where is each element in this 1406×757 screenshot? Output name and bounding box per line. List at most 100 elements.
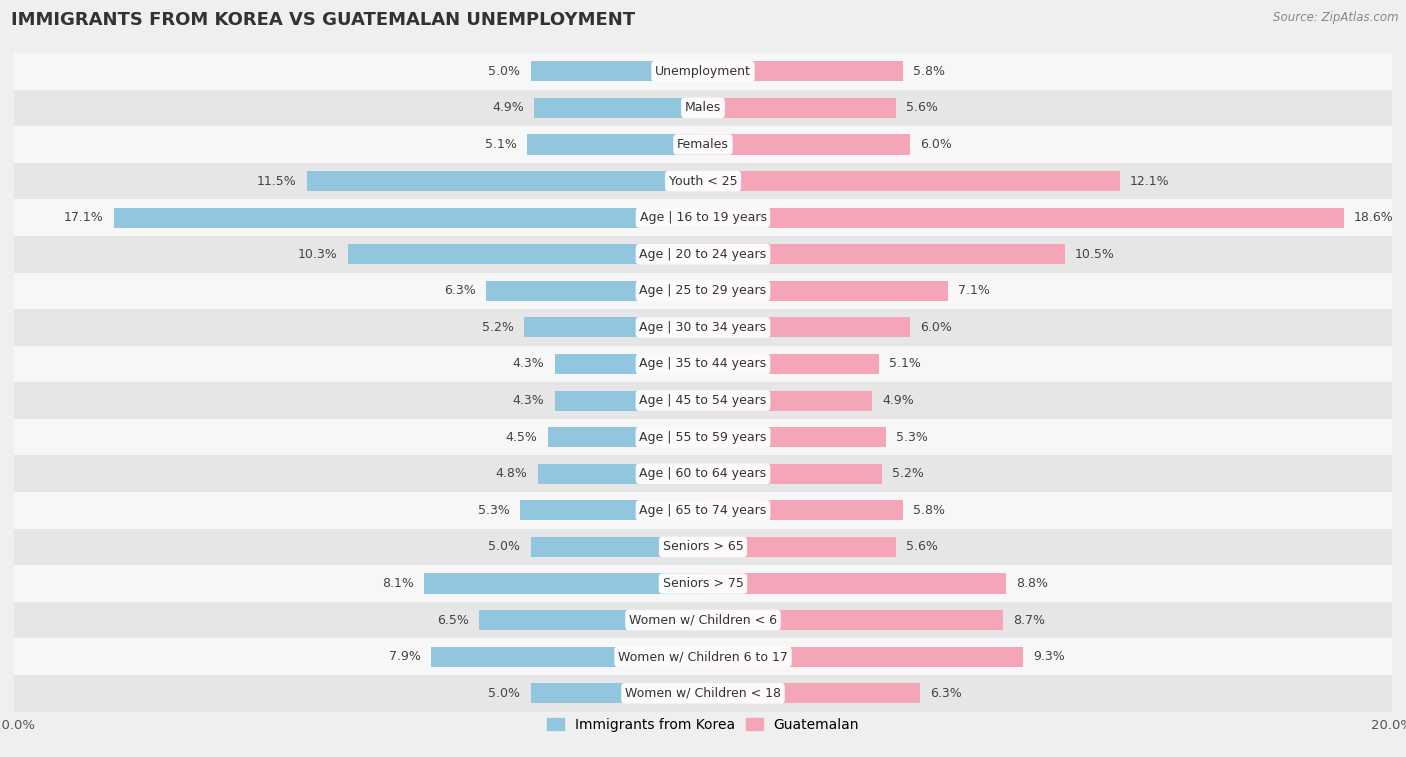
Text: Females: Females bbox=[678, 138, 728, 151]
Bar bbox=[703, 354, 879, 374]
Bar bbox=[703, 391, 872, 410]
Text: 7.9%: 7.9% bbox=[388, 650, 420, 663]
Bar bbox=[14, 199, 1392, 236]
Text: 18.6%: 18.6% bbox=[1354, 211, 1393, 224]
Text: 4.5%: 4.5% bbox=[506, 431, 537, 444]
Text: 9.3%: 9.3% bbox=[1033, 650, 1066, 663]
Text: 10.5%: 10.5% bbox=[1076, 248, 1115, 260]
Bar bbox=[703, 317, 910, 338]
Bar bbox=[703, 464, 882, 484]
Bar bbox=[703, 537, 896, 557]
Text: 6.5%: 6.5% bbox=[437, 614, 468, 627]
Text: Age | 25 to 29 years: Age | 25 to 29 years bbox=[640, 285, 766, 298]
Text: 12.1%: 12.1% bbox=[1130, 175, 1170, 188]
Bar bbox=[349, 245, 703, 264]
Bar bbox=[703, 61, 903, 81]
Text: 8.8%: 8.8% bbox=[1017, 577, 1049, 590]
Text: Age | 65 to 74 years: Age | 65 to 74 years bbox=[640, 504, 766, 517]
Text: Age | 30 to 34 years: Age | 30 to 34 years bbox=[640, 321, 766, 334]
Bar bbox=[531, 61, 703, 81]
Bar bbox=[555, 391, 703, 410]
Bar bbox=[14, 309, 1392, 346]
Bar bbox=[527, 135, 703, 154]
Text: Age | 55 to 59 years: Age | 55 to 59 years bbox=[640, 431, 766, 444]
Text: 5.3%: 5.3% bbox=[896, 431, 928, 444]
Bar bbox=[520, 500, 703, 520]
Bar bbox=[531, 684, 703, 703]
Bar bbox=[425, 574, 703, 593]
Bar bbox=[14, 163, 1392, 199]
Bar bbox=[14, 565, 1392, 602]
Text: 6.0%: 6.0% bbox=[920, 321, 952, 334]
Text: 8.7%: 8.7% bbox=[1012, 614, 1045, 627]
Text: 10.3%: 10.3% bbox=[298, 248, 337, 260]
Text: Seniors > 75: Seniors > 75 bbox=[662, 577, 744, 590]
Bar bbox=[703, 171, 1119, 191]
Bar bbox=[14, 419, 1392, 456]
Bar bbox=[703, 427, 886, 447]
Text: Women w/ Children < 18: Women w/ Children < 18 bbox=[626, 687, 780, 699]
Text: 11.5%: 11.5% bbox=[257, 175, 297, 188]
Bar bbox=[548, 427, 703, 447]
Text: 6.0%: 6.0% bbox=[920, 138, 952, 151]
Text: 6.3%: 6.3% bbox=[931, 687, 962, 699]
Bar bbox=[14, 456, 1392, 492]
Bar bbox=[703, 245, 1064, 264]
Text: Women w/ Children 6 to 17: Women w/ Children 6 to 17 bbox=[619, 650, 787, 663]
Bar bbox=[703, 646, 1024, 667]
Text: 5.1%: 5.1% bbox=[485, 138, 517, 151]
Text: Males: Males bbox=[685, 101, 721, 114]
Text: 7.1%: 7.1% bbox=[957, 285, 990, 298]
Bar bbox=[555, 354, 703, 374]
Text: 5.8%: 5.8% bbox=[912, 65, 945, 78]
Bar bbox=[703, 98, 896, 118]
Bar bbox=[537, 464, 703, 484]
Bar bbox=[14, 675, 1392, 712]
Bar bbox=[703, 610, 1002, 630]
Text: 5.1%: 5.1% bbox=[889, 357, 921, 370]
Bar bbox=[703, 135, 910, 154]
Bar bbox=[703, 207, 1344, 228]
Text: 4.9%: 4.9% bbox=[492, 101, 524, 114]
Bar bbox=[14, 53, 1392, 89]
Bar bbox=[14, 528, 1392, 565]
Bar bbox=[430, 646, 703, 667]
Text: 5.0%: 5.0% bbox=[488, 540, 520, 553]
Bar bbox=[524, 317, 703, 338]
Bar bbox=[486, 281, 703, 301]
Text: IMMIGRANTS FROM KOREA VS GUATEMALAN UNEMPLOYMENT: IMMIGRANTS FROM KOREA VS GUATEMALAN UNEM… bbox=[11, 11, 636, 30]
Text: Unemployment: Unemployment bbox=[655, 65, 751, 78]
Bar bbox=[14, 382, 1392, 419]
Text: 5.0%: 5.0% bbox=[488, 65, 520, 78]
Bar bbox=[703, 574, 1007, 593]
Bar bbox=[14, 126, 1392, 163]
Text: Age | 60 to 64 years: Age | 60 to 64 years bbox=[640, 467, 766, 480]
Text: 5.8%: 5.8% bbox=[912, 504, 945, 517]
Bar bbox=[14, 492, 1392, 528]
Text: 5.6%: 5.6% bbox=[907, 101, 938, 114]
Bar bbox=[14, 89, 1392, 126]
Bar bbox=[14, 638, 1392, 675]
Text: Age | 35 to 44 years: Age | 35 to 44 years bbox=[640, 357, 766, 370]
Text: Source: ZipAtlas.com: Source: ZipAtlas.com bbox=[1274, 11, 1399, 24]
Text: 5.2%: 5.2% bbox=[482, 321, 513, 334]
Bar bbox=[479, 610, 703, 630]
Text: 4.3%: 4.3% bbox=[513, 394, 544, 407]
Text: Age | 16 to 19 years: Age | 16 to 19 years bbox=[640, 211, 766, 224]
Text: 6.3%: 6.3% bbox=[444, 285, 475, 298]
Text: 5.3%: 5.3% bbox=[478, 504, 510, 517]
Bar bbox=[14, 236, 1392, 273]
Bar bbox=[703, 500, 903, 520]
Legend: Immigrants from Korea, Guatemalan: Immigrants from Korea, Guatemalan bbox=[541, 712, 865, 737]
Text: 5.6%: 5.6% bbox=[907, 540, 938, 553]
Bar bbox=[14, 346, 1392, 382]
Bar bbox=[703, 281, 948, 301]
Text: 4.8%: 4.8% bbox=[495, 467, 527, 480]
Text: Age | 45 to 54 years: Age | 45 to 54 years bbox=[640, 394, 766, 407]
Text: Seniors > 65: Seniors > 65 bbox=[662, 540, 744, 553]
Text: Youth < 25: Youth < 25 bbox=[669, 175, 737, 188]
Text: 8.1%: 8.1% bbox=[382, 577, 413, 590]
Text: Women w/ Children < 6: Women w/ Children < 6 bbox=[628, 614, 778, 627]
Bar bbox=[114, 207, 703, 228]
Text: 5.0%: 5.0% bbox=[488, 687, 520, 699]
